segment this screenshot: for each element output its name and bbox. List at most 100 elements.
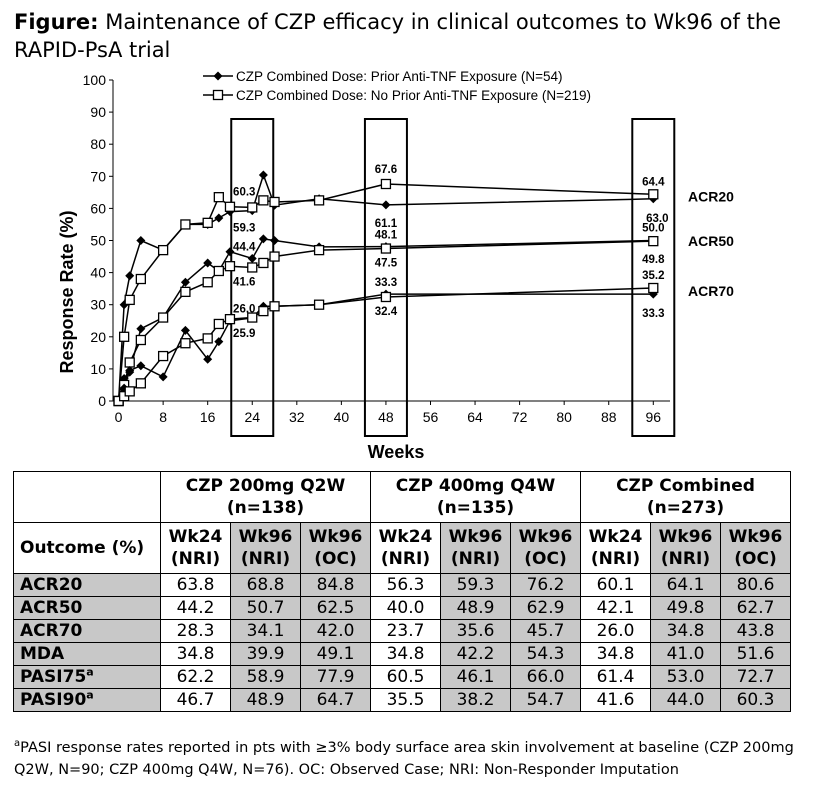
- diamond-point: [270, 236, 280, 245]
- outcomes-table: CZP 200mg Q2W (n=138) CZP 400mg Q4W (n=135)…: [13, 471, 791, 712]
- square-point: [213, 318, 224, 330]
- table-row: PASI90a 46.7 48.9 64.7 35.5 38.2 54.7 41.6 44.0 6…: [13, 688, 791, 712]
- table-cell: 62.7: [720, 596, 791, 620]
- square-point: [124, 294, 135, 306]
- table-group-header-row: CZP 200mg Q2W (n=138) CZP 400mg Q4W (n=135)…: [13, 471, 791, 523]
- footnote-marker: a: [14, 738, 21, 749]
- table-cell: 53.0: [650, 665, 721, 689]
- diamond-point: [125, 366, 135, 376]
- table-cell: 59.3: [440, 573, 511, 597]
- highlight-box-week: [363, 118, 408, 437]
- table-cell: 80.6: [720, 573, 791, 597]
- table-cell: 42.1: [580, 596, 651, 620]
- data-label: 61.1: [375, 218, 398, 230]
- y-tick-label: 100: [83, 72, 107, 88]
- table-cell: 62.5: [300, 596, 371, 620]
- table-cell: 28.3: [160, 619, 231, 643]
- diamond-point: [258, 170, 268, 180]
- square-point: [202, 277, 213, 288]
- data-label: 32.4: [375, 306, 398, 318]
- group-n: (n=273): [646, 498, 725, 518]
- data-label: 44.4: [233, 241, 256, 253]
- table-cell: 49.8: [650, 596, 721, 620]
- square-point: [224, 201, 236, 212]
- footnote-ref: a: [86, 688, 94, 702]
- square-point: [247, 312, 258, 323]
- column-week: Wk24: [378, 527, 433, 547]
- column-method: (NRI): [450, 549, 501, 569]
- response-rate-chart: 0 10 20 30 40 50 60 70 80 90 100 0 8 16 24 32 40 48 56 64 72…: [57, 69, 734, 462]
- table-cell: 63.8: [160, 573, 231, 597]
- square-point: [269, 196, 280, 208]
- data-label: 67.6: [375, 164, 397, 176]
- table-cell: 62.9: [510, 596, 581, 620]
- diamond-point: [136, 324, 146, 334]
- square-point: [648, 189, 659, 200]
- diamond-point: [158, 372, 168, 382]
- row-label: ACR70: [13, 619, 161, 643]
- data-label: 35.2: [642, 270, 664, 282]
- y-tick-label: 40: [90, 265, 106, 281]
- square-point: [213, 192, 224, 203]
- group-name: CZP Combined: [616, 476, 755, 496]
- table-cell: 68.8: [230, 573, 301, 597]
- x-tick-label: 96: [646, 409, 662, 425]
- table-column-header: Wk96 (NRI): [230, 522, 301, 574]
- diamond-point: [203, 258, 213, 268]
- square-point: [269, 301, 280, 312]
- square-point: [213, 265, 224, 277]
- square-point: [313, 299, 325, 310]
- square-point: [380, 243, 392, 254]
- square-point: [269, 251, 280, 262]
- square-point: [258, 257, 269, 269]
- y-tick-label: 90: [90, 104, 106, 120]
- table-cell: 56.3: [370, 573, 441, 597]
- column-week: Wk24: [588, 527, 643, 547]
- x-tick-label: 0: [115, 409, 123, 425]
- table-column-header: Wk96 (OC): [510, 522, 581, 574]
- table-cell: 49.1: [300, 642, 371, 666]
- table-cell: 44.0: [650, 688, 721, 712]
- square-point: [247, 262, 258, 273]
- y-tick-label: 50: [90, 233, 106, 249]
- group-n: (n=135): [436, 498, 515, 518]
- group-n: (n=138): [226, 498, 305, 518]
- square-point: [380, 178, 392, 190]
- table-cell: 42.0: [300, 619, 371, 643]
- square-point: [180, 219, 191, 230]
- square-point: [157, 312, 169, 323]
- table-cell: 76.2: [510, 573, 581, 597]
- data-label: 33.3: [375, 277, 397, 289]
- table-row: ACR50 44.2 50.7 62.5 40.0 48.9 62.9 42.1 49.8 62.…: [13, 596, 791, 620]
- table-cell: 62.2: [160, 665, 231, 689]
- square-point: [313, 244, 325, 256]
- table-cell: 66.0: [510, 665, 581, 689]
- legend-square-marker: [212, 89, 224, 101]
- data-label: 63.0: [646, 213, 668, 225]
- table-row: PASI75a 62.2 58.9 77.9 60.5 46.1 66.0 61.4 53.0 7…: [13, 665, 791, 689]
- data-label: 33.3: [642, 308, 664, 320]
- data-label: 64.4: [642, 176, 665, 188]
- x-tick-label: 88: [601, 409, 617, 425]
- table-row: ACR70 28.3 34.1 42.0 23.7 35.6 45.7 26.0 34.8 43.…: [13, 619, 791, 643]
- row-label: ACR20: [13, 573, 161, 597]
- square-point: [124, 357, 135, 368]
- table-cell: 34.8: [370, 642, 441, 666]
- square-point: [258, 195, 269, 206]
- data-label: 48.1: [375, 230, 398, 242]
- table-cell: 46.7: [160, 688, 231, 712]
- table-column-header: Wk96 (OC): [720, 522, 791, 574]
- highlight-box-week: [230, 118, 275, 437]
- group-name: CZP 200mg Q2W: [185, 476, 346, 496]
- diamond-point: [180, 277, 190, 287]
- square-point: [648, 282, 659, 294]
- table-column-header: Wk96 (OC): [300, 522, 371, 574]
- y-tick-label: 60: [90, 200, 106, 216]
- figure-title: Figure: Maintenance of CZP efficacy in c…: [14, 8, 804, 64]
- table-row: ACR20 63.8 68.8 84.8 56.3 59.3 76.2 60.1 64.1 80.…: [13, 573, 791, 597]
- footnote: aPASI response rates reported in pts wit…: [14, 733, 804, 781]
- y-tick-label: 70: [90, 168, 106, 184]
- square-point: [118, 331, 130, 342]
- square-point: [224, 313, 236, 325]
- table-cell: 38.2: [440, 688, 511, 712]
